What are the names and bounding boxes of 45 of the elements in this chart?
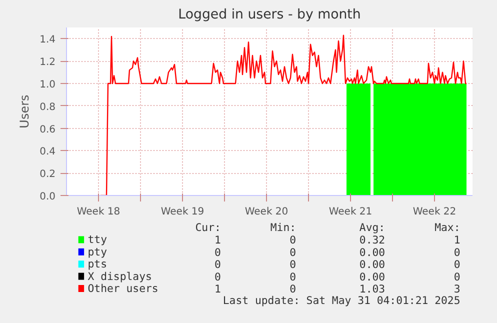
y-tick-label: 1.0 — [40, 80, 56, 90]
legend-label: Other users — [88, 282, 158, 295]
text: 0.32 — [359, 234, 386, 247]
text: 0 — [454, 270, 460, 284]
text: 3 — [454, 282, 460, 296]
legend-label: X displays — [88, 270, 152, 283]
text: 0 — [454, 258, 460, 272]
text: 0.00 — [359, 258, 386, 272]
text: 0 — [290, 282, 296, 296]
x-tick-label: Week 20 — [244, 206, 288, 218]
y-tick-label: 1.2 — [40, 57, 56, 68]
text: Max: — [434, 221, 460, 234]
text: 0 — [454, 246, 460, 259]
text: 0 — [214, 270, 221, 284]
text: 1 — [454, 234, 460, 247]
text: Min: — [270, 221, 296, 234]
y-tick-label: 0.0 — [40, 192, 56, 202]
y-tick-label: 0.4 — [40, 146, 56, 158]
y-tick-label: 1.4 — [40, 34, 56, 46]
x-tick-label: Week 22 — [412, 206, 456, 218]
x-tick-label: Week 19 — [160, 206, 204, 218]
x-tick-label: Week 21 — [328, 206, 372, 218]
text: 0.00 — [359, 246, 386, 259]
text: 0 — [290, 270, 296, 284]
text: 0.00 — [359, 270, 386, 284]
text: 0 — [214, 258, 221, 272]
legend-label: tty — [88, 233, 107, 246]
y-tick-label: 0.2 — [40, 169, 56, 180]
legend-label: pts — [88, 258, 107, 271]
y-axis-title: Users — [18, 94, 32, 128]
text: Last update: Sat May 31 04:01:21 2025 — [222, 294, 460, 308]
text: 1.03 — [359, 282, 386, 296]
x-tick-label: Week 18 — [76, 206, 120, 218]
y-tick-label: 0.6 — [40, 124, 56, 136]
text: Avg: — [359, 221, 386, 234]
chart-title: Logged in users - by month — [178, 8, 361, 22]
text: 0 — [290, 258, 296, 272]
text: 0 — [290, 234, 296, 247]
text: 0 — [290, 246, 296, 259]
text: 1 — [214, 234, 221, 247]
text: 0 — [214, 246, 221, 259]
text: 1 — [214, 282, 221, 296]
legend-label: pty — [88, 245, 107, 258]
y-tick-label: 0.8 — [40, 102, 56, 113]
text: Cur: — [195, 221, 221, 234]
